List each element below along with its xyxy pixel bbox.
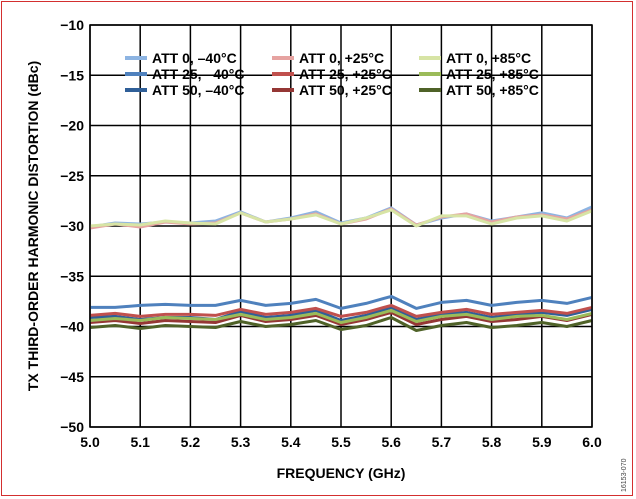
y-tick-label: −35 [60,268,84,284]
tick-labels: 5.0 5.1 5.2 5.3 5.4 5.5 5.6 5.7 5.8 5.9 6.0 −10 −15 −… [60,17,602,450]
x-tick-label: 5.4 [281,434,301,450]
legend-label: ATT 50, –40°C [152,82,244,98]
legend-label: ATT 25, +85°C [446,66,539,82]
x-tick-label: 5.3 [231,434,251,450]
series-line-6 [89,208,593,228]
y-axis-label: TX THIRD-ORDER HARMONIC DISTORTION (dBc) [25,61,41,391]
x-tick-label: 5.6 [381,434,401,450]
legend-label: ATT 25, –40°C [152,66,244,82]
figure-id: 16153-070 [621,458,628,492]
plot-area-border [89,24,593,428]
x-tick-label: 6.0 [582,434,602,450]
legend-label: ATT 0, +85°C [446,50,531,66]
x-tick-label: 5.0 [80,434,100,450]
legend-label: ATT 50, +85°C [446,82,539,98]
series-line-1 [90,294,593,310]
x-axis-label: FREQUENCY (GHz) [277,465,406,481]
y-tick-label: −40 [60,319,84,335]
x-tick-label: 5.7 [432,434,452,450]
x-tick-label: 5.8 [482,434,502,450]
legend-label: ATT 50, +25°C [299,82,392,98]
x-tick-label: 5.5 [331,434,351,450]
y-tick-label: −45 [60,369,84,385]
x-tick-label: 5.1 [130,434,150,450]
series-lines [89,205,593,332]
series-line-7 [89,308,593,324]
y-tick-label: −10 [60,17,84,33]
legend-label: ATT 25, +25°C [299,66,392,82]
x-tick-label: 5.9 [532,434,552,450]
y-tick-label: −25 [60,168,84,184]
series-line-4 [89,303,593,318]
y-tick-label: −15 [60,67,84,83]
y-tick-label: −20 [60,118,84,134]
series-line-8 [89,316,593,332]
y-tick-label: −30 [60,218,84,234]
legend-label: ATT 0, –40°C [152,50,237,66]
y-tick-label: −50 [60,419,84,435]
series-line-5 [89,310,593,326]
x-tick-label: 5.2 [181,434,201,450]
legend-label: ATT 0, +25°C [299,50,384,66]
